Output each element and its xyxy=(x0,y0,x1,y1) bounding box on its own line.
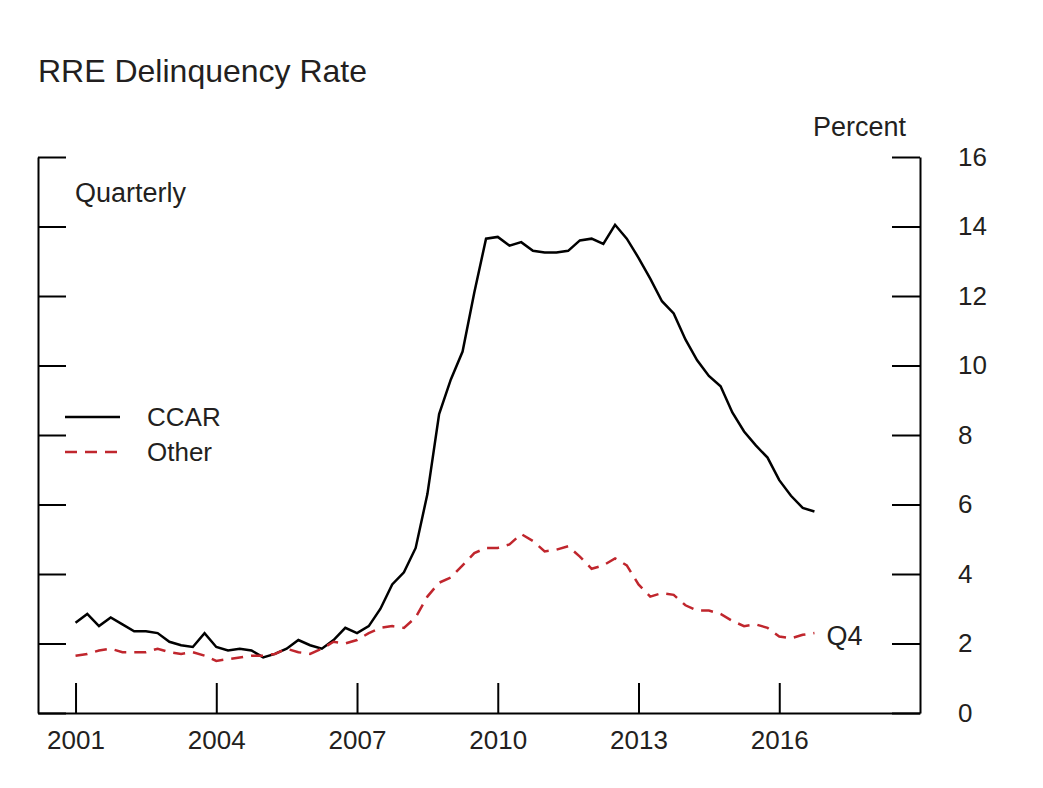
y-axis-left xyxy=(38,158,66,714)
y-axis-right-tick: 2 xyxy=(892,628,972,658)
y-axis-left-tick-mark xyxy=(38,157,66,159)
y-axis-right-tick-label: 2 xyxy=(958,628,972,658)
y-axis-left-tick-mark xyxy=(38,226,66,228)
y-axis-left-tick-mark xyxy=(38,435,66,437)
y-axis-right-tick-label: 0 xyxy=(958,698,972,728)
y-axis-right-tick: 16 xyxy=(892,142,987,172)
y-axis-right-tick-mark xyxy=(892,226,920,228)
x-axis-tick-mark xyxy=(75,683,77,713)
y-axis-left-tick-mark xyxy=(38,574,66,576)
x-axis-tick-label: 2004 xyxy=(188,725,246,755)
axis-label: Percent xyxy=(813,112,907,142)
y-axis-right-tick-mark xyxy=(892,643,920,645)
y-axis-right-tick-mark xyxy=(892,574,920,576)
y-axis-right-tick-label: 8 xyxy=(958,420,972,450)
y-axis-right-tick: 12 xyxy=(892,281,987,311)
series-line xyxy=(76,534,815,661)
y-axis-left-tick xyxy=(38,296,66,297)
title: RRE Delinquency Rate xyxy=(38,53,367,89)
legend-label: Other xyxy=(147,437,212,467)
x-axis-tick-label: 2001 xyxy=(47,725,105,755)
y-axis-right-tick: 6 xyxy=(892,489,972,519)
x-axis-tick: 2013 xyxy=(610,683,668,755)
plot-area xyxy=(76,225,815,661)
y-axis-right-tick: 8 xyxy=(892,420,972,450)
x-axis-tick-label: 2016 xyxy=(751,725,809,755)
legend-swatch xyxy=(65,451,120,454)
y-axis-left-tick xyxy=(38,435,66,436)
y-axis-right-tick-mark xyxy=(892,365,920,367)
y-axis-right-tick-mark xyxy=(892,296,920,298)
y-axis-right-tick-label: 6 xyxy=(958,489,972,519)
y-axis-right-tick-mark xyxy=(892,157,920,159)
y-axis-right-tick-label: 10 xyxy=(958,350,987,380)
y-axis-right-tick: 14 xyxy=(892,211,987,241)
y-axis-left-tick-mark xyxy=(38,504,66,506)
y-axis-right-tick-mark xyxy=(892,504,920,506)
y-axis-right-tick-label: 12 xyxy=(958,281,987,311)
y-axis-left-tick-mark xyxy=(38,365,66,367)
y-axis-left-tick xyxy=(38,366,66,367)
x-axis-tick-mark xyxy=(497,683,499,713)
annotation: Q4 xyxy=(826,621,862,651)
y-axis-right-tick: 10 xyxy=(892,350,987,380)
x-axis-tick-mark xyxy=(779,683,781,713)
y-axis-right-tick-label: 16 xyxy=(958,142,987,172)
x-axis-tick: 2007 xyxy=(329,683,387,755)
x-axis-tick-label: 2010 xyxy=(469,725,527,755)
y-axis-right-tick-label: 14 xyxy=(958,211,987,241)
y-axis-left-tick xyxy=(38,505,66,506)
x-axis-tick-label: 2007 xyxy=(329,725,387,755)
x-axis-tick: 2001 xyxy=(47,683,105,755)
x-axis-tick: 2004 xyxy=(188,683,246,755)
legend-label: CCAR xyxy=(147,402,221,432)
y-axis-right-tick-mark xyxy=(892,435,920,437)
y-axis-right-tick-label: 4 xyxy=(958,559,972,589)
x-axis-tick-label: 2013 xyxy=(610,725,668,755)
x-axis-tick: 2010 xyxy=(469,683,527,755)
y-axis-right-tick: 4 xyxy=(892,559,972,589)
x-axis-tick-mark xyxy=(357,683,359,713)
series-line xyxy=(76,225,815,658)
x-axis-line xyxy=(39,713,921,715)
y-axis-left-tick xyxy=(38,227,66,228)
y-axis-left-tick-mark xyxy=(38,643,66,645)
chart: 0 2 4 6 8 10 12 14 16 2001 2004 2007 2010 2013 2016 RRE… xyxy=(0,0,1043,788)
y-axis-left-tick xyxy=(38,157,66,158)
annotation: Quarterly xyxy=(75,178,187,208)
x-axis-tick-mark xyxy=(638,683,640,713)
x-axis: 2001 2004 2007 2010 2013 2016 xyxy=(39,683,921,755)
x-axis-tick-mark xyxy=(216,683,218,713)
y-axis-right: 0 2 4 6 8 10 12 14 16 xyxy=(892,142,987,728)
x-axis-tick: 2016 xyxy=(751,683,809,755)
y-axis-left-tick xyxy=(38,574,66,575)
legend: CCAR Other xyxy=(65,402,221,467)
y-axis-left-tick xyxy=(38,644,66,645)
y-axis-left-tick-mark xyxy=(38,296,66,298)
legend-swatch xyxy=(65,416,120,419)
